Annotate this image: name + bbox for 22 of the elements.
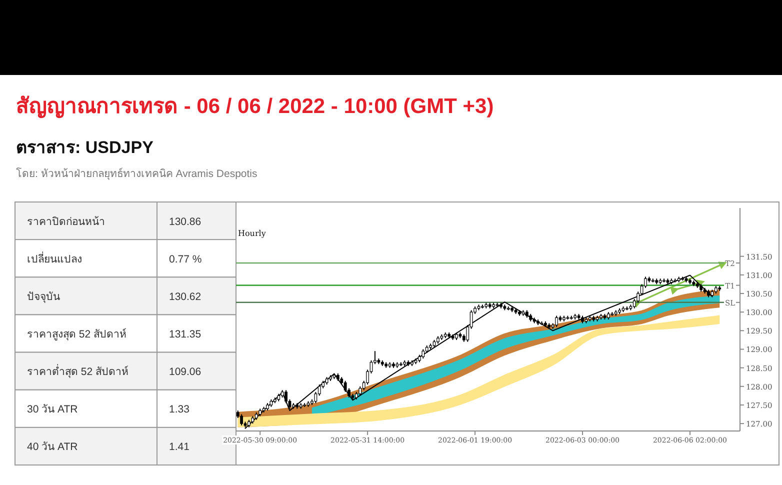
candlestick (240, 414, 244, 426)
text: สัญญาณการเทรด - 06 / 06 / 2022 - 10:00 (GMT +3) (16, 95, 494, 119)
annotation: Hourly (238, 229, 266, 238)
text: 131.35 (169, 328, 202, 340)
category-label: ราคาสูงสุด 52 สัปดาห์ (27, 328, 127, 340)
category-label: เปลี่ยนแปลง (27, 251, 82, 266)
text: 109.06 (169, 366, 202, 378)
text: 1.33 (169, 404, 190, 416)
category-label: ราคาปิดก่อนหน้า (27, 216, 105, 228)
category-label: 40 วัน ATR (27, 441, 78, 454)
text: 1.41 (169, 441, 190, 454)
text: โดย: หัวหน้าฝ่ายกลยุทธ์ทางเทคนิค Avramis Despotis (16, 167, 258, 180)
category-label: ราคาต่ำสุด 52 สัปดาห์ (27, 364, 129, 378)
candlestick (555, 315, 558, 328)
candlestick (422, 348, 425, 360)
candlestick (358, 386, 362, 396)
text: ตราสาร: USDJPY (16, 138, 154, 157)
text: 130.86 (169, 216, 202, 228)
category-label: 30 วัน ATR (27, 404, 78, 416)
category-label: ปัจจุบัน (27, 290, 60, 303)
text: 130.62 (169, 290, 202, 303)
text: 0.77 % (169, 253, 202, 266)
